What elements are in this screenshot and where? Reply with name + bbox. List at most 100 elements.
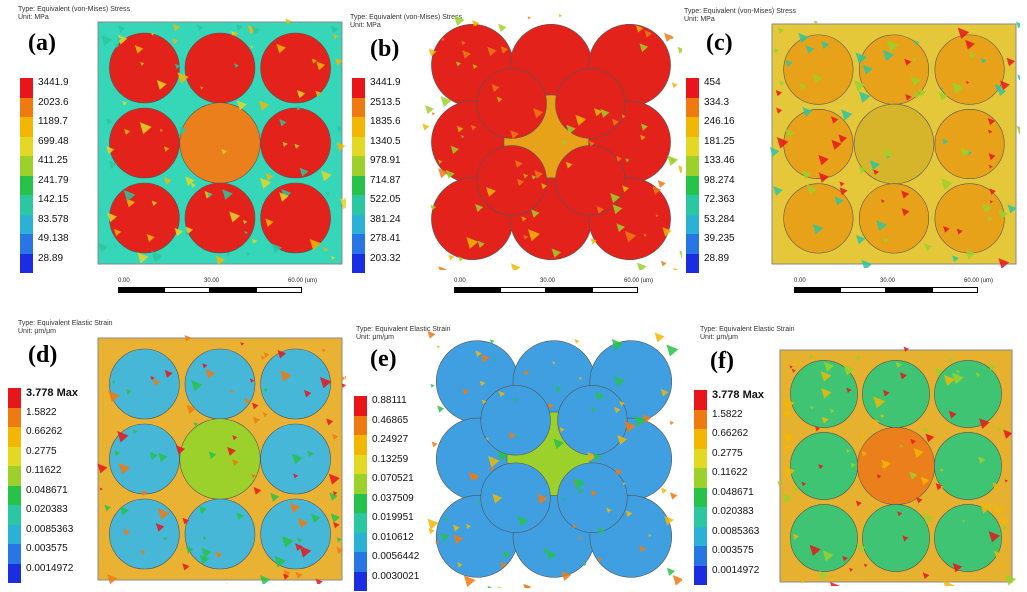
contour-patch [938, 91, 948, 101]
contour-patch [332, 490, 338, 496]
unit-line: Unit: μm/μm [356, 334, 395, 341]
contour-patch [922, 572, 930, 580]
contour-patch [597, 527, 605, 535]
contour-patch [320, 170, 332, 182]
contour-patch [321, 348, 326, 353]
contour-patch [940, 87, 944, 91]
contour-patch [222, 189, 233, 200]
legend-swatch [686, 214, 699, 234]
contour-patch [227, 446, 237, 456]
scale-tick-label: 0.00 [454, 278, 466, 284]
contour-patch [500, 561, 507, 569]
panel-label: (b) [370, 36, 400, 62]
contour-patch [881, 465, 885, 469]
contour-patch [480, 354, 490, 363]
type-line: Type: Equivalent (von-Mises) Stress [18, 6, 131, 13]
contour-patch [232, 459, 239, 466]
legend-swatch [694, 487, 707, 507]
sphere-node [557, 385, 628, 456]
center-node [179, 102, 261, 184]
contour-patch [120, 506, 130, 516]
sphere-node [790, 504, 858, 572]
legend-value: 0.11622 [26, 465, 62, 476]
contour-patch [440, 532, 450, 542]
legend-swatch [8, 466, 21, 486]
contour-patch [435, 541, 439, 545]
contour-patch [323, 247, 329, 253]
legend-swatch [20, 195, 33, 215]
contour-patch [294, 143, 300, 149]
contour-patch [965, 39, 975, 50]
legend-value: 2023.6 [38, 96, 69, 108]
contour-patch [541, 183, 548, 190]
contour-patch [134, 45, 144, 54]
contour-patch [100, 34, 113, 47]
contour-patch [664, 32, 674, 42]
contour-patch [873, 169, 879, 176]
contour-patch [265, 218, 274, 227]
contour-patch [962, 519, 966, 523]
contour-patch [247, 25, 257, 35]
contour-patch [821, 388, 832, 399]
contour-patch [979, 418, 990, 429]
contour-patch [340, 198, 346, 210]
contour-patch [547, 402, 554, 410]
contour-patch [478, 501, 482, 505]
contour-patch [902, 535, 909, 542]
contour-patch [813, 20, 818, 25]
contour-patch [341, 376, 346, 381]
contour-patch [590, 490, 598, 497]
legend-value: 0.070521 [372, 473, 414, 484]
contour-patch [244, 231, 248, 235]
contour-patch [283, 573, 290, 580]
contour-patch [126, 198, 135, 208]
contour-patch [794, 361, 800, 368]
contour-patch [159, 128, 163, 133]
contour-patch [1000, 80, 1010, 91]
contour-patch [943, 580, 955, 586]
panel-f: Type: Equivalent Elastic Strain Unit: μm… [684, 296, 1026, 592]
contour-patch [117, 34, 128, 45]
contour-patch [450, 145, 460, 155]
legend-value: 0.46865 [372, 414, 409, 426]
contour-patch [574, 339, 580, 344]
contour-patch [118, 462, 131, 475]
contour-patch [124, 128, 131, 135]
contour-patch [175, 445, 186, 455]
contour-patch [233, 31, 239, 37]
panel-label: (f) [710, 348, 734, 374]
center-node [853, 103, 935, 185]
contour-patch [445, 169, 455, 179]
contour-patch [830, 116, 839, 124]
contour-patch [776, 137, 789, 149]
legend-value: 0.0014972 [26, 562, 74, 574]
contour-patch [895, 361, 903, 369]
contour-patch [498, 23, 507, 32]
contour-patch [561, 570, 572, 581]
contour-patch [98, 242, 108, 253]
type-line: Type: Equivalent (von-Mises) Stress [350, 14, 463, 21]
legend-value: 3441.9 [38, 77, 69, 88]
contour-patch [215, 255, 226, 265]
contour-patch [270, 492, 280, 502]
unit-line: Unit: MPa [350, 22, 381, 29]
legend-value: 522.05 [370, 194, 401, 205]
contour-patch [612, 204, 623, 215]
contour-patch [296, 90, 306, 99]
contour-patch [640, 134, 646, 141]
scale-tick-label: 60.00 (um) [964, 278, 994, 284]
contour-patch [614, 376, 625, 387]
legend-value: 0.0085363 [712, 525, 760, 537]
contour-patch [901, 190, 910, 199]
contour-patch [1006, 57, 1016, 67]
contour-patch [600, 108, 610, 118]
contour-patch [987, 216, 993, 222]
contour-patch [299, 167, 309, 177]
contour-patch [319, 376, 332, 389]
contour-patch [805, 45, 815, 54]
contour-patch [280, 370, 292, 382]
contour-patch [625, 510, 633, 518]
contour-patch [428, 527, 435, 535]
contour-patch [951, 82, 964, 95]
contour-patch [643, 233, 647, 237]
